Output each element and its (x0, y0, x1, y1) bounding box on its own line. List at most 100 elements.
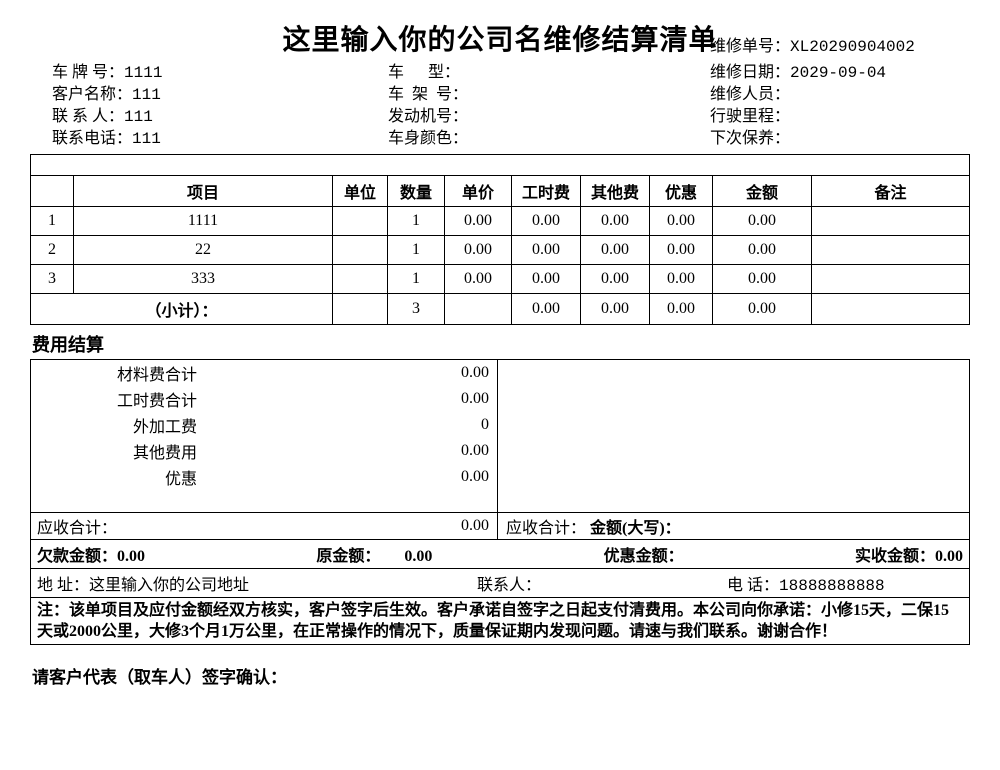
cell-no: 3 (31, 265, 74, 294)
owe-value: 0.00 (117, 548, 145, 565)
fee-table: 材料费合计0.00 工时费合计0.00 外加工费0 其他费用0.00 优惠0.0… (30, 359, 970, 540)
signature-prompt: 请客户代表（取车人）签字确认： (32, 663, 970, 688)
vin-label: 车 架 号： (388, 86, 468, 103)
col-item: 项目 (74, 176, 333, 207)
cell-price: 0.00 (445, 265, 512, 294)
fee-material-label: 材料费合计 (31, 360, 204, 387)
fee-extra: 0 (203, 412, 498, 438)
fee-disc-label: 优惠 (31, 464, 204, 490)
fee-labor: 0.00 (203, 386, 498, 412)
fee-other-label: 其他费用 (31, 438, 204, 464)
cust-value: 111 (132, 86, 161, 104)
col-other: 其他费 (581, 176, 650, 207)
cell-disc: 0.00 (650, 265, 713, 294)
cust-label: 客户名称： (52, 86, 132, 103)
col-amt: 金额 (713, 176, 812, 207)
cell-remark (812, 236, 970, 265)
table-row: 1111110.000.000.000.000.00 (31, 207, 970, 236)
cell-qty: 1 (388, 265, 445, 294)
cell-amt: 0.00 (713, 236, 812, 265)
cell-no: 1 (31, 207, 74, 236)
cell-unit (333, 207, 388, 236)
orig-value: 0.00 (404, 548, 432, 565)
header-info: 维修单号：XL20290904002 车 牌 号：1111 客户名称：111 联… (30, 62, 970, 154)
discamt-label: 优惠金额： (604, 548, 684, 565)
col-remark: 备注 (812, 176, 970, 207)
addr-label: 地 址： (37, 577, 89, 594)
color-label: 车身颜色： (388, 130, 468, 147)
fee-extra-label: 外加工费 (31, 412, 204, 438)
contact-label: 联 系 人： (52, 108, 124, 125)
cell-qty: 1 (388, 207, 445, 236)
cell-price: 0.00 (445, 236, 512, 265)
cell-price: 0.00 (445, 207, 512, 236)
next-label: 下次保养： (710, 130, 790, 147)
order-no-label: 维修单号： (710, 38, 790, 55)
fee-disc: 0.00 (203, 464, 498, 490)
items-table: 项目 单位 数量 单价 工时费 其他费 优惠 金额 备注 1111110.000… (30, 154, 970, 325)
cell-other: 0.00 (581, 265, 650, 294)
orig-label: 原金额： (316, 548, 372, 565)
phone-value: 111 (132, 130, 161, 148)
cell-qty: 1 (388, 236, 445, 265)
order-no: XL20290904002 (790, 38, 915, 56)
cell-unit (333, 265, 388, 294)
table-row: 333310.000.000.000.000.00 (31, 265, 970, 294)
cell-item: 22 (74, 236, 333, 265)
cell-unit (333, 236, 388, 265)
fee-other: 0.00 (203, 438, 498, 464)
fee-recv-label: 应收合计： (31, 513, 204, 540)
tel-label: 电 话： (727, 577, 779, 594)
contact-value: 111 (124, 108, 153, 126)
fee-recv: 0.00 (203, 513, 498, 540)
engine-label: 发动机号： (388, 108, 468, 125)
cell-remark (812, 265, 970, 294)
addr-value: 这里输入你的公司地址 (89, 577, 249, 594)
mile-label: 行驶里程： (710, 108, 790, 125)
owe-label: 欠款金额： (37, 548, 117, 565)
subtotal-qty: 3 (388, 294, 445, 325)
cell-remark (812, 207, 970, 236)
cell-other: 0.00 (581, 236, 650, 265)
staff-label: 维修人员： (710, 86, 790, 103)
col-disc: 优惠 (650, 176, 713, 207)
cell-labor: 0.00 (512, 265, 581, 294)
date-label: 维修日期： (710, 64, 790, 81)
summary-bar: 欠款金额：0.00 原金额： 0.00 优惠金额： 实收金额：0.00 (30, 540, 970, 569)
subtotal-disc: 0.00 (650, 294, 713, 325)
phone-label: 联系电话： (52, 130, 132, 147)
table-row: 22210.000.000.000.000.00 (31, 236, 970, 265)
cell-disc: 0.00 (650, 207, 713, 236)
cell-other: 0.00 (581, 207, 650, 236)
tel-value: 18888888888 (779, 577, 885, 595)
cell-disc: 0.00 (650, 236, 713, 265)
fee-recv-right-label: 应收合计： (506, 520, 586, 537)
addr-contact-label: 联系人： (477, 577, 541, 594)
col-labor: 工时费 (512, 176, 581, 207)
date-value: 2029-09-04 (790, 64, 886, 82)
subtotal-amt: 0.00 (713, 294, 812, 325)
paid-value: 0.00 (935, 548, 963, 565)
subtotal-label: （小计）： (31, 294, 333, 325)
fee-labor-label: 工时费合计 (31, 386, 204, 412)
cell-labor: 0.00 (512, 207, 581, 236)
col-qty: 数量 (388, 176, 445, 207)
cell-item: 333 (74, 265, 333, 294)
cell-item: 1111 (74, 207, 333, 236)
address-bar: 地 址：这里输入你的公司地址 联系人： 电 话：18888888888 (30, 569, 970, 598)
cell-amt: 0.00 (713, 207, 812, 236)
cell-no: 2 (31, 236, 74, 265)
subtotal-other: 0.00 (581, 294, 650, 325)
notice-text: 注：该单项目及应付金额经双方核实，客户签字后生效。客户承诺自签字之日起支付清费用… (30, 598, 970, 645)
paid-label: 实收金额： (855, 548, 935, 565)
fee-recv-right-val: 金额(大写)： (590, 520, 681, 537)
cell-labor: 0.00 (512, 236, 581, 265)
cell-amt: 0.00 (713, 265, 812, 294)
col-price: 单价 (445, 176, 512, 207)
subtotal-labor: 0.00 (512, 294, 581, 325)
col-unit: 单位 (333, 176, 388, 207)
fee-section-title: 费用结算 (32, 331, 970, 357)
model-label: 车 型： (388, 64, 460, 81)
fee-material: 0.00 (203, 360, 498, 387)
plate-label: 车 牌 号： (52, 64, 124, 81)
